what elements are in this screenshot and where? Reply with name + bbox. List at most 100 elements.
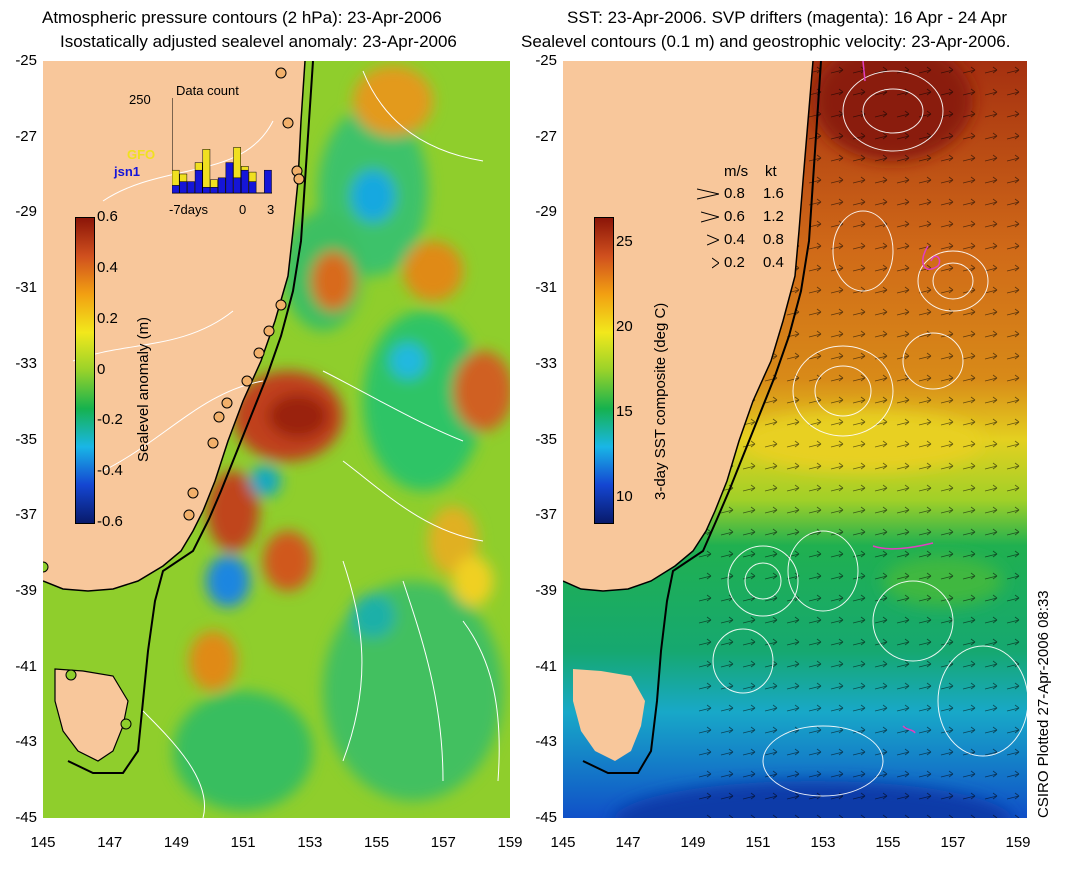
- anomaly-field: [173, 66, 510, 811]
- left-panel-lat-label: -41: [15, 657, 37, 675]
- right-panel-lat-label: -43: [535, 733, 557, 751]
- velocity-legend-arrow: [711, 256, 720, 269]
- velocity-legend-kt: 1.2: [763, 208, 784, 225]
- right-panel-lat-label: -25: [535, 52, 557, 69]
- velocity-legend-ms: 0.2: [724, 254, 745, 271]
- data-count-x-end: 3: [267, 202, 275, 217]
- left-panel-lon-label: 149: [163, 834, 189, 851]
- sealevel-tick: -0.2: [97, 411, 123, 429]
- data-count-bar-jsn1: [202, 187, 211, 194]
- right-panel-lon-label: 153: [810, 834, 836, 851]
- right-panel-lon-label: 147: [615, 834, 641, 851]
- sst-tick: 10: [616, 487, 633, 505]
- left-panel-lat-label: -29: [15, 203, 37, 221]
- data-count-bar-jsn1: [233, 177, 241, 194]
- right-panel-lat-label: -33: [535, 354, 557, 372]
- right-title-line2: Sealevel contours (0.1 m) and geostrophi…: [521, 32, 1011, 51]
- right-panel-lat-label: -31: [535, 279, 557, 297]
- sst-colorbar: [594, 217, 614, 524]
- data-count-bar-jsn1: [210, 187, 218, 194]
- left-panel-lat-label: -35: [15, 430, 37, 448]
- sealevel-tick: 0: [97, 360, 106, 378]
- data-count-inset: Data count 250 GFO jsn1 -7days 0 3: [114, 83, 274, 217]
- sst-colorbar-label: 3-day SST composite (deg C): [652, 302, 669, 500]
- data-count-chart: [172, 98, 272, 194]
- data-count-bar-jsn1: [172, 185, 180, 194]
- right-panel-lat-label: -41: [535, 657, 557, 675]
- tasmania: [55, 669, 128, 761]
- right-panel-lat-label: -45: [535, 809, 557, 826]
- data-count-title: Data count: [176, 83, 239, 98]
- left-panel-lon-label: 151: [230, 834, 256, 851]
- sst-tick: 20: [616, 318, 633, 336]
- coastline: [43, 61, 306, 592]
- data-count-bar-jsn1: [225, 162, 234, 194]
- data-count-x-zero: 0: [239, 202, 247, 217]
- sst-map[interactable]: [563, 61, 1027, 818]
- svp-drifter-tracks: [862, 61, 941, 734]
- velocity-legend-arrow: [706, 233, 721, 246]
- left-panel-lon-label: 159: [497, 834, 523, 851]
- velocity-legend-kt: 1.6: [763, 185, 784, 202]
- data-count-x-start: -7days: [169, 202, 209, 217]
- velocity-legend-kt: 0.4: [763, 254, 784, 271]
- left-panel-lon-label: 147: [97, 834, 123, 851]
- data-count-bar-jsn1: [194, 169, 203, 194]
- data-count-bar-gfo: [202, 149, 211, 188]
- legend-jsn1: jsn1: [114, 164, 141, 179]
- velocity-legend-ms-header: m/s: [724, 163, 749, 180]
- left-panel-lat-label: -37: [15, 506, 37, 524]
- credit-text: CSIRO Plotted 27-Apr-2006 08:33: [1035, 590, 1052, 818]
- right-panel-lon-label: 149: [680, 834, 706, 851]
- data-count-bar-gfo: [179, 173, 188, 182]
- left-panel-lon-label: 155: [364, 834, 390, 851]
- sst-tick: 15: [616, 402, 633, 420]
- right-panel-lon-label: 159: [1005, 834, 1031, 851]
- left-panel-lat-label: -45: [15, 809, 37, 826]
- right-panel-lon-label: 155: [875, 834, 901, 851]
- left-panel-lat-label: -39: [15, 581, 37, 599]
- velocity-legend-arrow: [696, 187, 720, 200]
- left-panel-lon-label: 153: [297, 834, 323, 851]
- velocity-legend-ms: 0.6: [724, 208, 745, 225]
- data-count-bar-jsn1: [248, 181, 257, 194]
- sst-tick: 25: [616, 233, 633, 251]
- velocity-legend-ms: 0.4: [724, 231, 745, 248]
- data-count-bar-jsn1: [179, 181, 188, 194]
- right-panel-lon-label: 157: [940, 834, 966, 851]
- velocity-legend-kt: 0.8: [763, 231, 784, 248]
- left-panel-lat-label: -25: [15, 52, 37, 69]
- shelf-contour: [582, 61, 822, 774]
- shelf-contour: [67, 61, 314, 774]
- velocity-legend-ms: 0.8: [724, 185, 745, 202]
- tasmania: [573, 669, 645, 761]
- left-panel-lon-label: 157: [430, 834, 456, 851]
- sst-svg: [563, 61, 1027, 818]
- sealevel-tick: -0.4: [97, 462, 123, 480]
- right-panel-lat-label: -37: [535, 506, 557, 524]
- data-count-bar-gfo: [194, 162, 203, 171]
- sealevel-colorbar-label: Sealevel anomaly (m): [135, 316, 152, 462]
- data-count-bar-jsn1: [217, 177, 226, 194]
- left-panel-lat-label: -31: [15, 279, 37, 297]
- tide-gauge-stations: [43, 67, 305, 730]
- data-count-bar-gfo: [233, 147, 241, 179]
- right-panel-lat-label: -35: [535, 430, 557, 448]
- legend-gfo: GFO: [127, 147, 156, 162]
- right-panel-lon-label: 151: [745, 834, 771, 851]
- data-count-bar-gfo: [172, 169, 180, 186]
- sealevel-contours: [712, 70, 1027, 797]
- velocity-legend-arrow: [700, 210, 721, 223]
- left-panel-lat-label: -33: [15, 354, 37, 372]
- mainland: [563, 61, 813, 591]
- right-title-line1: SST: 23-Apr-2006. SVP drifters (magenta)…: [567, 8, 1008, 27]
- data-count-bar-gfo: [210, 179, 218, 188]
- left-title-line1: Atmospheric pressure contours (2 hPa): 2…: [42, 8, 442, 27]
- sealevel-tick: -0.6: [97, 513, 123, 530]
- right-panel-lat-label: -27: [535, 127, 557, 145]
- left-panel-lon-label: 145: [30, 834, 56, 851]
- tasmania-coast: [54, 668, 129, 762]
- data-count-bar-gfo: [248, 171, 257, 182]
- data-count-ymax: 250: [129, 92, 151, 107]
- data-count-bar-gfo: [240, 166, 249, 171]
